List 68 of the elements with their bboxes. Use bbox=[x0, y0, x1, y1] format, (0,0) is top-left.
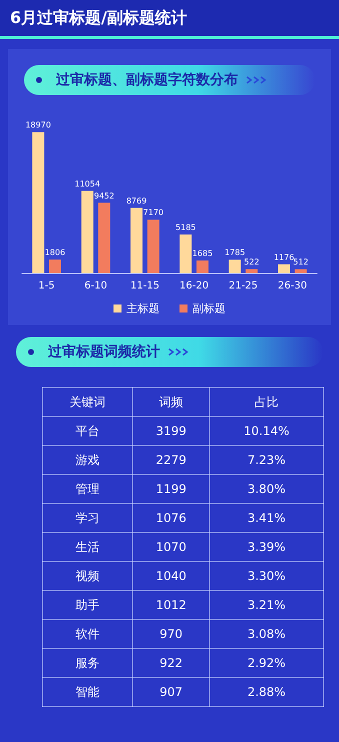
x-tick-label: 16-20 bbox=[180, 280, 209, 292]
x-tick-label: 21-25 bbox=[228, 280, 258, 292]
data-label: 970 bbox=[132, 620, 210, 648]
data-label: 1012 bbox=[132, 590, 210, 620]
bar bbox=[48, 260, 61, 273]
bar bbox=[246, 269, 258, 273]
data-label: 9452 bbox=[94, 191, 114, 200]
data-label: 3.41% bbox=[210, 504, 324, 532]
data-label: 522 bbox=[244, 258, 260, 267]
text: 过审标题词频统计 bbox=[48, 343, 160, 361]
data-label: 512 bbox=[293, 258, 308, 267]
data-label: 1785 bbox=[224, 248, 246, 258]
data-label: 1076 bbox=[132, 504, 210, 532]
data-label: 2279 bbox=[132, 446, 210, 474]
data-label: 1685 bbox=[192, 248, 213, 258]
data-label: 5185 bbox=[176, 222, 196, 232]
x-tick-label: 26-30 bbox=[278, 280, 307, 292]
data-label: 11054 bbox=[74, 179, 100, 188]
data-label: 1176 bbox=[274, 252, 294, 262]
bar bbox=[81, 190, 94, 273]
x-tick-label: 1-5 bbox=[38, 280, 55, 292]
x-tick-label: 11-15 bbox=[130, 280, 160, 292]
data-label: 10.14% bbox=[210, 416, 324, 446]
text: 占比 bbox=[210, 388, 324, 416]
data-label: 907 bbox=[132, 678, 210, 706]
category-label: 管理 bbox=[42, 474, 133, 504]
bar bbox=[32, 132, 44, 273]
category-label: 智能 bbox=[42, 678, 133, 706]
text: 关键词 bbox=[42, 388, 133, 416]
category-label: 生活 bbox=[42, 532, 133, 562]
text: 词频 bbox=[132, 388, 210, 416]
legend-label: 主标题 bbox=[126, 302, 160, 315]
chart-title: 6月过审标题/副标题统计 bbox=[0, 0, 339, 39]
category-label: 游戏 bbox=[42, 446, 133, 474]
category-label: 学习 bbox=[42, 504, 133, 532]
data-label: 18970 bbox=[25, 120, 51, 130]
bar bbox=[278, 264, 290, 273]
data-label: 1806 bbox=[44, 248, 66, 258]
category-label: 视频 bbox=[42, 562, 133, 590]
data-label: 1199 bbox=[132, 474, 210, 504]
data-label: 2.92% bbox=[210, 648, 324, 678]
data-label: 3.21% bbox=[210, 590, 324, 620]
data-label: 3.08% bbox=[210, 620, 324, 648]
x-tick-label: 6-10 bbox=[84, 280, 108, 292]
category-label: 服务 bbox=[42, 648, 133, 678]
data-label: 3199 bbox=[132, 416, 210, 446]
data-label: 7.23% bbox=[210, 446, 324, 474]
data-label: 922 bbox=[132, 648, 210, 678]
data-label: 3.39% bbox=[210, 532, 324, 562]
bar bbox=[147, 220, 160, 273]
category-label: 助手 bbox=[42, 590, 133, 620]
category-label: 软件 bbox=[42, 620, 133, 648]
data-label: 2.88% bbox=[210, 678, 324, 706]
chart-subtitle: 过审标题、副标题字符数分布 bbox=[56, 71, 238, 89]
bar bbox=[196, 260, 208, 273]
data-label: 3.80% bbox=[210, 474, 324, 504]
category-label: 平台 bbox=[42, 416, 133, 446]
data-label: 8769 bbox=[126, 196, 147, 206]
bar bbox=[98, 202, 110, 273]
bar bbox=[228, 260, 241, 273]
data-label: 1070 bbox=[132, 532, 210, 562]
bar bbox=[294, 269, 307, 273]
bar bbox=[130, 208, 143, 273]
legend-label: 副标题 bbox=[192, 302, 226, 315]
data-label: 7170 bbox=[143, 208, 164, 218]
data-label: 1040 bbox=[132, 562, 210, 590]
bar bbox=[180, 234, 192, 273]
data-label: 3.30% bbox=[210, 562, 324, 590]
